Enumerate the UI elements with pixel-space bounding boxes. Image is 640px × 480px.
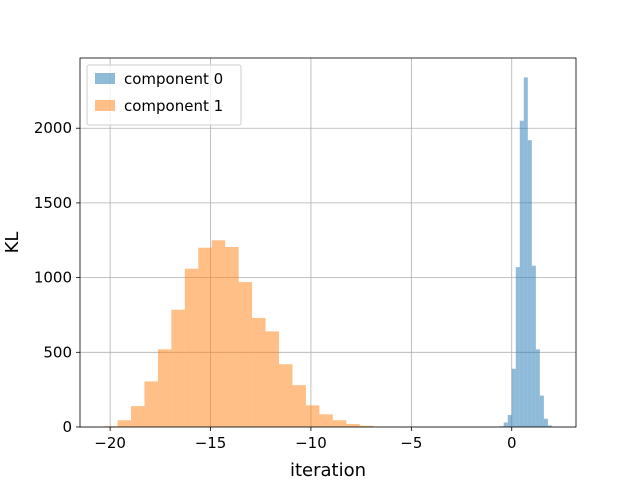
histogram-bar-component-1 xyxy=(184,268,199,427)
histogram-bar-component-0 xyxy=(535,349,540,427)
histogram-bar-component-0 xyxy=(539,395,544,427)
histogram-bar-component-1 xyxy=(332,420,347,427)
histogram-bar-component-1 xyxy=(252,317,266,427)
histogram-bar-component-1 xyxy=(171,309,185,427)
y-axis-label: KL xyxy=(2,232,23,254)
histogram-bar-component-1 xyxy=(211,240,226,427)
legend: component 0 component 1 xyxy=(86,64,242,126)
histogram-bar-component-1 xyxy=(292,385,306,427)
histogram-bar-component-0 xyxy=(523,77,528,427)
legend-label-component-1: component 1 xyxy=(124,97,223,115)
histogram-bar-component-0 xyxy=(503,422,508,427)
histogram-bar-component-1 xyxy=(144,381,158,427)
histogram-bar-component-0 xyxy=(527,140,532,427)
histogram-bar-component-0 xyxy=(519,120,524,428)
x-tick-label: 0 xyxy=(507,434,517,452)
histogram-bar-component-1 xyxy=(198,247,212,427)
histogram-bar-component-0 xyxy=(507,415,512,427)
legend-label-component-0: component 0 xyxy=(124,70,223,88)
legend-swatch-component-1 xyxy=(95,100,115,111)
y-tick-label: 0 xyxy=(62,418,72,436)
x-tick-label: −5 xyxy=(400,434,422,452)
histogram-bar-component-1 xyxy=(305,405,320,427)
histogram-bar-component-1 xyxy=(131,406,145,427)
histogram-bar-component-0 xyxy=(543,418,548,427)
histogram-bar-component-1 xyxy=(359,425,374,427)
histogram-bar-component-1 xyxy=(265,331,280,427)
x-tick-label: −15 xyxy=(195,434,227,452)
histogram-bars xyxy=(104,77,552,428)
x-tick-label: −10 xyxy=(295,434,327,452)
x-axis-label: iteration xyxy=(290,460,366,480)
x-tick-label: −20 xyxy=(94,434,126,452)
legend-swatch-component-0 xyxy=(95,73,115,84)
legend-box xyxy=(86,64,242,126)
histogram-bar-component-0 xyxy=(547,425,552,427)
histogram-bar-component-1 xyxy=(157,349,172,427)
y-tick-label: 2000 xyxy=(34,119,72,137)
histogram-bar-component-1 xyxy=(225,246,239,427)
histogram-bar-component-0 xyxy=(531,265,536,427)
histogram-bar-component-1 xyxy=(319,414,333,427)
histogram-bar-component-1 xyxy=(279,364,293,427)
y-tick-label: 500 xyxy=(43,343,72,361)
y-tick-label: 1000 xyxy=(34,269,72,287)
histogram-bar-component-0 xyxy=(511,368,516,427)
y-tick-label: 1500 xyxy=(34,194,72,212)
axis-ticks: −20 −15 −10 −5 0 0 500 1000 1500 2000 xyxy=(34,119,517,452)
histogram-bar-component-1 xyxy=(238,282,253,427)
histogram-bar-component-0 xyxy=(515,267,520,427)
plot-area-frame xyxy=(79,57,577,428)
histogram-bar-component-1 xyxy=(117,420,132,427)
histogram-bar-component-1 xyxy=(346,424,360,427)
